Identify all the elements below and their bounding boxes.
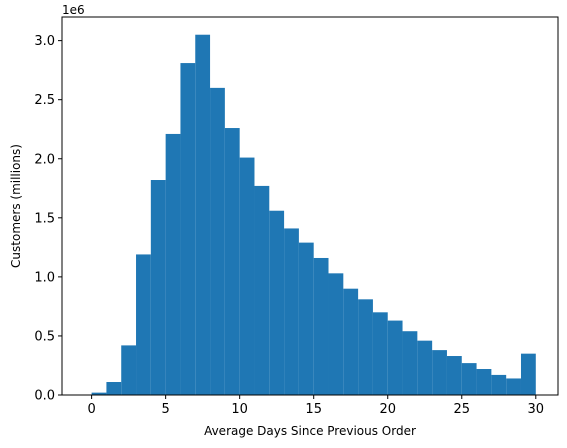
y-tick-label: 3.0	[34, 34, 55, 49]
histogram-bar	[446, 356, 462, 395]
histogram-bar	[224, 128, 240, 395]
y-tick-label: 0.0	[34, 389, 55, 404]
y-tick-label: 0.5	[34, 329, 55, 344]
histogram-bar	[254, 185, 270, 395]
histogram-bar	[180, 63, 196, 395]
x-axis-label: Average Days Since Previous Order	[204, 424, 416, 438]
histogram-bar	[417, 340, 433, 395]
histogram-bar	[150, 180, 166, 395]
x-tick-label: 5	[162, 402, 170, 417]
y-tick-label: 1.5	[34, 211, 55, 226]
histogram-bar	[298, 242, 314, 395]
histogram-bar	[284, 228, 299, 395]
x-tick-label: 10	[231, 402, 248, 417]
histogram-bar	[358, 299, 373, 395]
histogram-bar	[476, 369, 492, 395]
histogram-bar	[491, 374, 507, 395]
y-tick-label: 1.0	[34, 270, 55, 285]
histogram-bar	[210, 87, 225, 395]
x-axis: 0 5 10 15 20 25 30	[87, 395, 544, 417]
histogram-bar	[313, 257, 329, 395]
x-tick-label: 15	[305, 402, 322, 417]
y-axis-label: Customers (millions)	[9, 144, 23, 268]
histogram-bar	[106, 382, 122, 395]
bars-group	[91, 34, 536, 395]
x-tick-label: 30	[528, 402, 545, 417]
histogram-bar	[343, 288, 359, 395]
histogram-bar	[328, 273, 344, 395]
x-tick-label: 25	[453, 402, 470, 417]
histogram-bar	[165, 133, 181, 395]
histogram-bar	[121, 345, 137, 395]
histogram-bar	[432, 350, 447, 395]
y-tick-label: 2.5	[34, 93, 55, 108]
histogram-bar	[461, 363, 477, 395]
x-tick-label: 0	[87, 402, 95, 417]
histogram-bar	[387, 320, 403, 395]
plot-frame	[61, 16, 559, 396]
x-tick-label: 20	[379, 402, 396, 417]
histogram-bar	[136, 254, 151, 395]
histogram-bar	[372, 312, 388, 395]
histogram-bar	[269, 210, 285, 395]
histogram-bar	[91, 392, 107, 395]
y-offset-label: 1e6	[62, 3, 85, 17]
y-axis: 0.0 0.5 1.0 1.5 2.0 2.5 3.0	[34, 34, 62, 404]
histogram-bar	[195, 34, 211, 395]
y-tick-label: 2.0	[34, 152, 55, 167]
histogram-bar	[402, 331, 418, 395]
histogram-bar	[520, 353, 536, 395]
histogram-bar	[239, 157, 255, 395]
histogram-bar	[506, 378, 521, 395]
